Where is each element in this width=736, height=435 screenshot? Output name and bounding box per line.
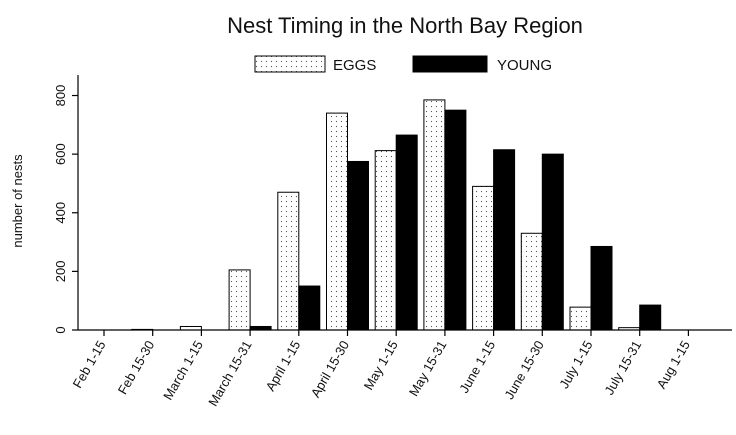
bar-young-4 [298,285,321,331]
y-tick-label: 0 [53,326,68,333]
x-tick-label: July 15-31 [601,338,644,397]
legend-label-young: YOUNG [497,57,552,74]
bar-young-11 [639,304,662,331]
y-tick-label: 600 [53,143,68,165]
y-axis: 0 200 400 600 800 [53,75,79,334]
x-tick-label: June 1-15 [456,338,498,396]
x-tick-label: June 15-30 [501,338,547,402]
x-tick-label: May 15-31 [406,338,450,399]
bar-young-6 [395,134,418,331]
bar-eggs-5 [326,112,348,331]
y-tick-label: 400 [53,202,68,224]
chart-title: Nest Timing in the North Bay Region [227,13,583,38]
bar-young-10 [590,245,613,331]
y-tick-label: 800 [53,85,68,107]
bar-eggs-6 [374,150,397,331]
bar-young-8 [493,149,516,331]
x-tick-label: July 1-15 [556,338,595,391]
x-tick-label: March 1-15 [160,338,206,402]
bar-eggs-10 [569,306,592,331]
x-tick-label: April 1-15 [263,338,304,394]
legend-label-eggs: EGGS [333,57,376,74]
x-tick-label: Feb 1-15 [70,338,109,391]
x-tick-label: April 15-30 [308,338,352,400]
y-tick-label: 200 [53,261,68,283]
x-tick-label: March 15-31 [205,338,254,409]
legend-swatch-young [412,55,488,73]
x-tick-label: May 1-15 [361,338,401,392]
x-tick-label: Aug 1-15 [654,338,693,391]
bar-eggs-8 [472,185,495,331]
bar-young-7 [444,109,467,331]
legend: EGGS YOUNG [254,55,552,74]
bar-eggs-3 [228,269,251,331]
bar-eggs-9 [520,232,543,331]
x-axis: Feb 1-15 Feb 15-30 March 1-15 March 15-31 Ap… [70,329,732,409]
bar-young-9 [541,153,564,331]
bar-young-5 [347,160,369,331]
bars [131,99,662,331]
x-tick-label: Feb 15-30 [115,338,158,397]
bar-eggs-4 [277,191,300,331]
y-axis-label: number of nests [10,154,25,248]
legend-swatch-eggs [254,55,326,73]
bar-eggs-7 [423,99,446,331]
